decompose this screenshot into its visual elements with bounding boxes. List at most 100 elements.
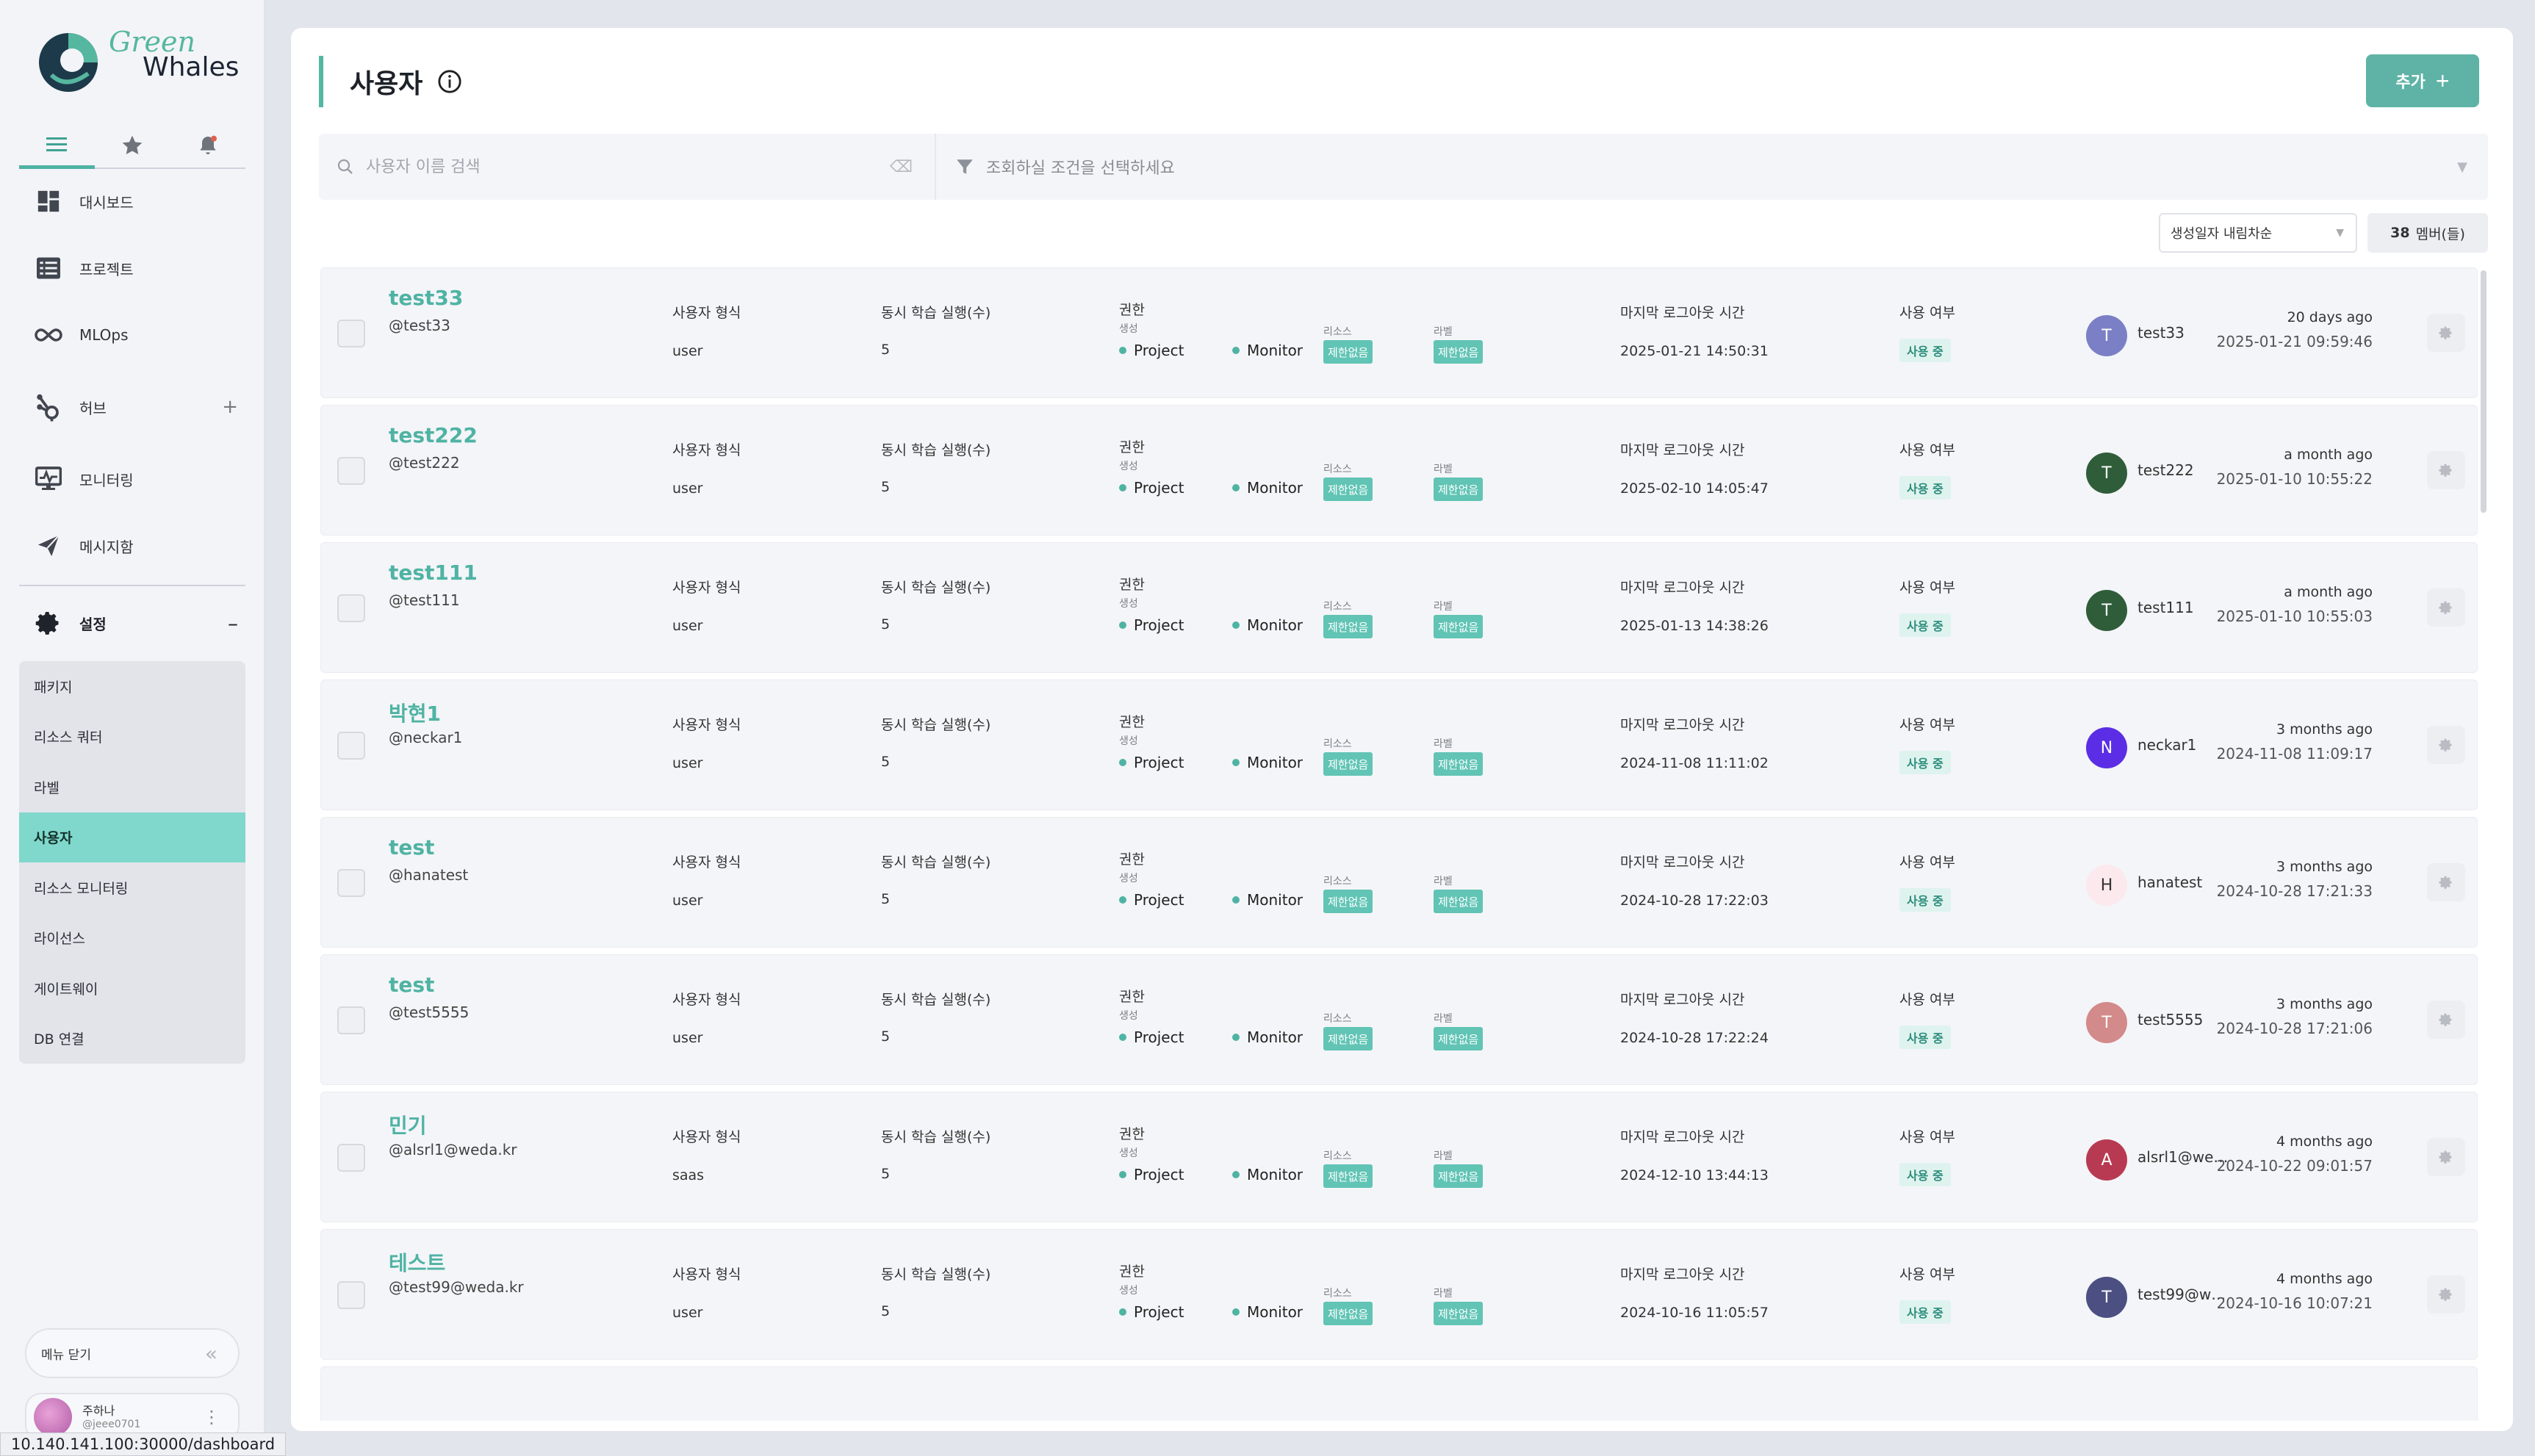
created-relative: 3 months ago [2276,721,2373,738]
row-checkbox[interactable] [337,1144,365,1172]
row-checkbox[interactable] [337,869,365,897]
page-title: 사용자 [350,69,423,99]
row-settings-button[interactable] [2427,314,2465,352]
menu-close-button[interactable]: 메뉴 닫기 « [25,1328,240,1378]
sidebar-item-monitoring[interactable]: 모니터링 [32,457,238,501]
row-checkbox[interactable] [337,594,365,622]
created-relative: 4 months ago [2276,1271,2373,1287]
avatar: T [2086,1277,2127,1318]
created-relative: a month ago [2284,584,2373,600]
user-row[interactable]: 민기 @alsrl1@weda.kr 사용자 형식 saas 동시 학습 실행(… [320,1092,2478,1222]
user-name[interactable]: 민기 [389,1114,427,1138]
submenu-item-license[interactable]: 라이선스 [34,931,85,948]
gear-icon [2439,326,2452,339]
dot-icon [1119,1034,1126,1041]
row-checkbox[interactable] [337,320,365,347]
permission-label: 권한 [1119,1264,1145,1280]
tab-favorites[interactable] [95,123,170,167]
user-row[interactable]: test111 @test111 사용자 형식 user 동시 학습 실행(수)… [320,542,2478,673]
last-logout-value: 2024-10-28 17:22:03 [1620,893,1769,909]
permission-project-text: Project [1134,1303,1184,1321]
resource-label: 리소스 [1323,876,1352,887]
sidebar-item-hub[interactable]: 허브 + [32,385,238,429]
member-count-badge: 38 멤버(들) [2367,213,2488,253]
submenu-item-gateway[interactable]: 게이트웨이 [34,981,98,998]
user-row[interactable]: test @test5555 사용자 형식 user 동시 학습 실행(수) 5… [320,954,2478,1085]
user-row[interactable]: 테스트 @test99@weda.kr 사용자 형식 user 동시 학습 실행… [320,1229,2478,1360]
user-name[interactable]: test33 [389,286,464,310]
user-name[interactable]: 박현1 [389,702,442,726]
user-row[interactable] [320,1366,2478,1421]
created-date: 2024-10-16 10:07:21 [2216,1294,2373,1312]
monitor-icon [32,463,65,495]
row-settings-button[interactable] [2427,1138,2465,1176]
more-vertical-icon[interactable]: ⋮ [203,1407,220,1427]
submenu-item-resource-quota[interactable]: 리소스 쿼터 [34,729,103,746]
user-row[interactable]: test @hanatest 사용자 형식 user 동시 학습 실행(수) 5… [320,817,2478,948]
concurrent-value: 5 [881,342,891,358]
search-input[interactable] [366,157,880,176]
user-name[interactable]: test [389,973,435,997]
submenu-item-label[interactable]: 라벨 [34,779,60,796]
row-settings-button[interactable] [2427,1275,2465,1313]
dashboard-icon [32,185,65,217]
collapse-settings-icon[interactable]: – [228,610,238,635]
last-logout-label: 마지막 로그아웃 시간 [1620,442,1745,458]
clear-input-icon[interactable]: ⌫ [889,157,913,176]
user-type-label: 사용자 형식 [672,1129,741,1145]
sidebar-item-dashboard[interactable]: 대시보드 [32,179,238,223]
row-checkbox[interactable] [337,1006,365,1034]
avatar: H [2086,865,2127,906]
sidebar-item-mlops[interactable]: MLOps [32,313,238,357]
user-row[interactable]: test222 @test222 사용자 형식 user 동시 학습 실행(수)… [320,405,2478,536]
user-name[interactable]: 테스트 [389,1251,446,1275]
info-icon[interactable] [437,69,462,94]
sort-select[interactable]: 생성일자 내림차순 ▼ [2159,213,2357,253]
user-name[interactable]: test [389,835,435,859]
permission-project-text: Project [1134,342,1184,359]
permission-monitor: Monitor [1232,342,1303,359]
list-scrollbar[interactable] [2481,270,2487,513]
row-settings-button[interactable] [2427,726,2465,764]
user-type-value: user [672,1030,703,1046]
sidebar-item-project[interactable]: 프로젝트 [32,246,238,290]
app-logo[interactable]: Green Whales [37,28,239,98]
send-icon [32,530,65,562]
add-hub-icon[interactable]: + [222,396,238,418]
row-settings-button[interactable] [2427,1001,2465,1039]
dot-icon [1119,347,1126,354]
sidebar-item-messages[interactable]: 메시지함 [32,524,238,568]
sidebar-item-settings[interactable]: 설정 – [32,601,238,645]
submenu-item-users[interactable]: 사용자 [19,812,245,862]
resource-label: 리소스 [1323,1288,1352,1300]
row-checkbox[interactable] [337,732,365,760]
user-type-label: 사용자 형식 [672,854,741,871]
tab-notifications[interactable] [170,123,245,167]
label-tag: 제한없음 [1434,890,1484,913]
submenu-item-db-connection[interactable]: DB 연결 [34,1031,84,1048]
user-name[interactable]: test111 [389,561,478,585]
submenu-item-resource-monitoring[interactable]: 리소스 모니터링 [34,880,129,897]
condition-select[interactable]: 조회하실 조건을 선택하세요 ▼ [936,134,2488,200]
usage-label: 사용 여부 [1899,580,1955,596]
tab-menu[interactable] [19,123,95,169]
user-row[interactable]: test33 @test33 사용자 형식 user 동시 학습 실행(수) 5… [320,267,2478,398]
sidebar-item-label: 모니터링 [79,471,134,489]
row-settings-button[interactable] [2427,588,2465,627]
permission-project: Project [1119,891,1184,909]
label-label: 라벨 [1434,1013,1453,1025]
concurrent-value: 5 [881,1303,891,1319]
row-settings-button[interactable] [2427,451,2465,489]
row-settings-button[interactable] [2427,863,2465,901]
concurrent-label: 동시 학습 실행(수) [881,992,991,1008]
user-row[interactable]: 박현1 @neckar1 사용자 형식 user 동시 학습 실행(수) 5 권… [320,680,2478,810]
row-checkbox[interactable] [337,1281,365,1309]
add-user-button[interactable]: 추가 + [2366,54,2479,107]
add-button-label: 추가 [2395,73,2426,91]
permission-label: 권한 [1119,989,1145,1005]
submenu-item-package[interactable]: 패키지 [34,679,73,696]
user-name[interactable]: test222 [389,423,478,447]
concurrent-value: 5 [881,616,891,633]
status-badge: 사용 중 [1899,613,1951,637]
row-checkbox[interactable] [337,457,365,485]
